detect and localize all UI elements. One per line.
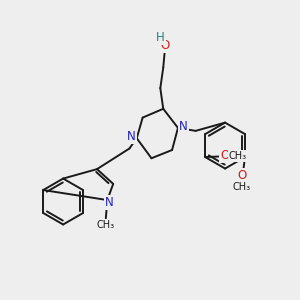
- Text: O: O: [161, 39, 170, 52]
- Text: CH₃: CH₃: [97, 220, 115, 230]
- Text: N: N: [127, 130, 136, 143]
- Text: O: O: [237, 169, 247, 182]
- Text: CH₃: CH₃: [229, 151, 247, 161]
- Text: N: N: [105, 196, 114, 209]
- Text: N: N: [179, 120, 188, 133]
- Text: H: H: [156, 31, 165, 44]
- Text: O: O: [220, 149, 230, 162]
- Text: CH₃: CH₃: [233, 182, 251, 192]
